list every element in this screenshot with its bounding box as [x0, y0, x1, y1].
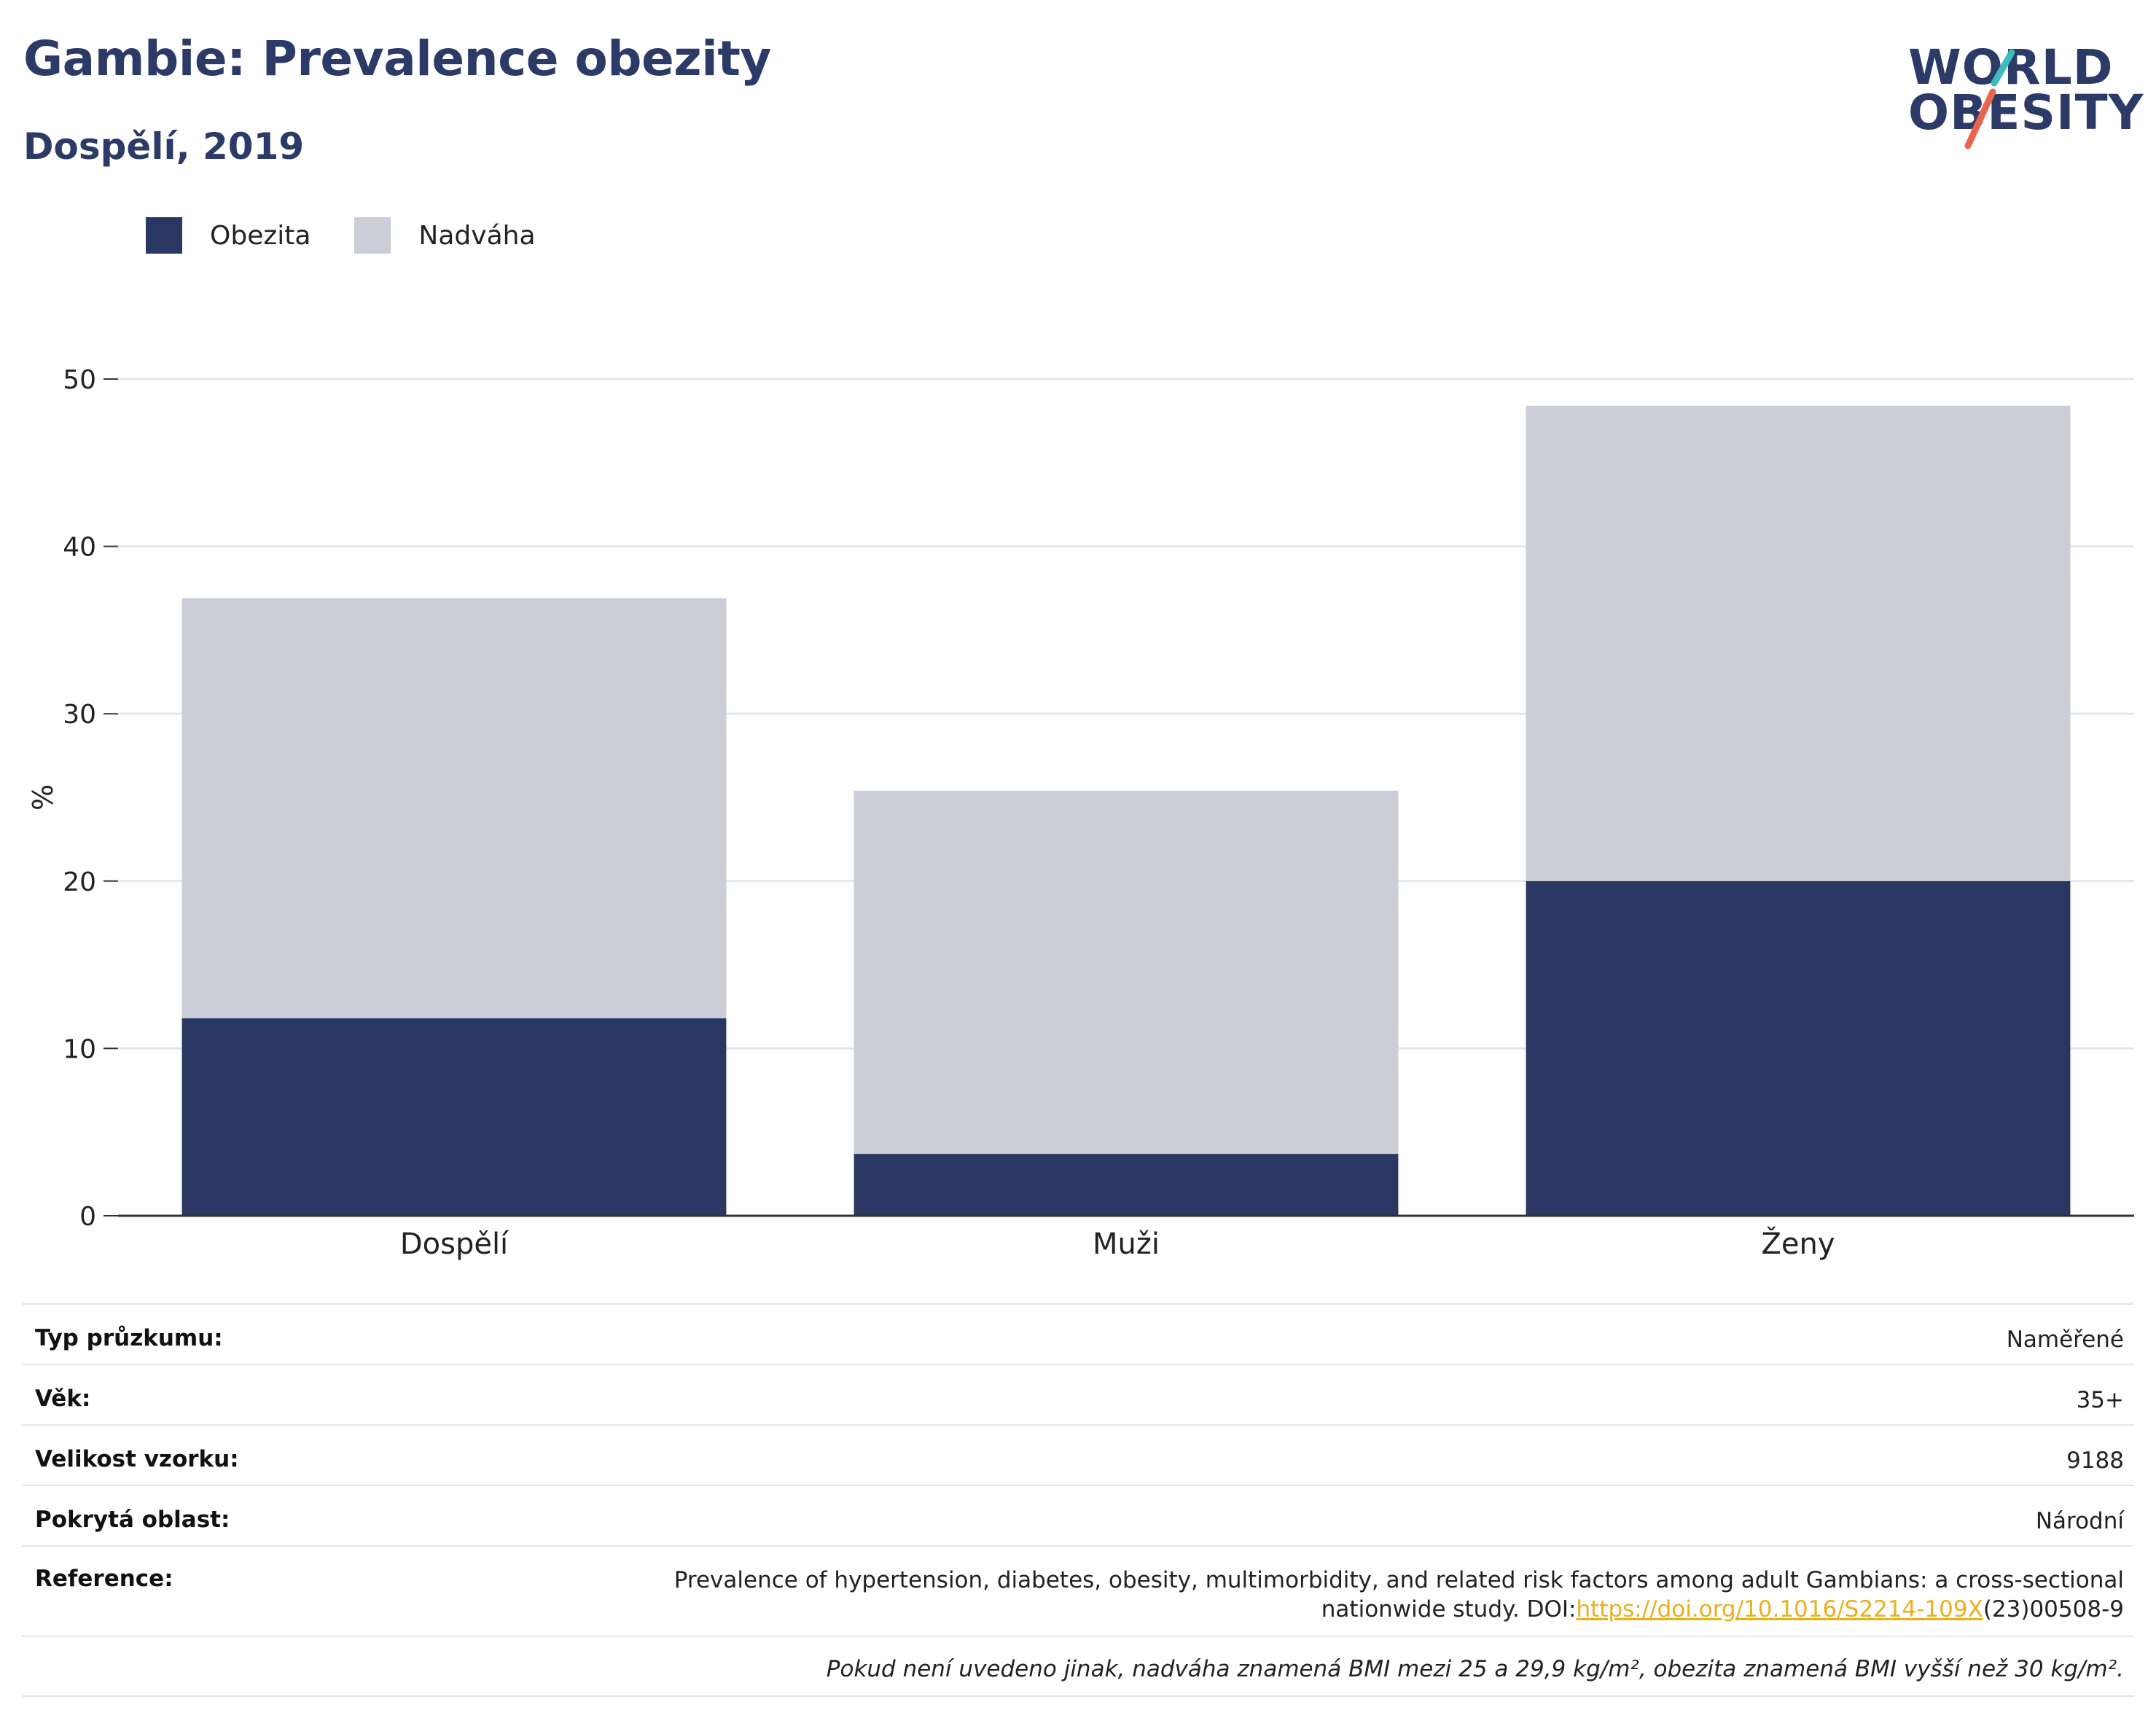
- x-tick-label: Muži: [1093, 1227, 1160, 1261]
- footnote-row: Pokud není uvedeno jinak, nadváha znamen…: [22, 1636, 2134, 1697]
- info-label: Věk:: [35, 1386, 91, 1412]
- bmi-footnote: Pokud není uvedeno jinak, nadváha znamen…: [826, 1656, 2124, 1682]
- page-title: Gambie: Prevalence obezity: [23, 31, 771, 87]
- y-axis-label: %: [27, 784, 59, 811]
- info-row-coverage: Pokrytá oblast: Národní: [22, 1485, 2134, 1545]
- info-label: Velikost vzorku:: [35, 1446, 239, 1472]
- info-label: Typ průzkumu:: [35, 1325, 223, 1351]
- bar-obezita-2: [1526, 880, 2071, 1216]
- info-row-age: Věk: 35+: [22, 1364, 2134, 1424]
- survey-info-table: Typ průzkumu: Naměřené Věk: 35+ Velikost…: [22, 1303, 2134, 1697]
- info-row-survey-type: Typ průzkumu: Naměřené: [22, 1303, 2134, 1364]
- y-tick-label: 40: [63, 533, 96, 563]
- info-value: Naměřené: [2006, 1327, 2124, 1353]
- page-subtitle: Dospělí, 2019: [23, 125, 305, 168]
- info-value: Národní: [2035, 1508, 2124, 1534]
- legend-label-overweight: Nadváha: [418, 220, 536, 251]
- bar-chart: 0 10 20 30 40 50% Dospělí Muži Ženy: [27, 365, 2134, 1261]
- info-row-sample-size: Velikost vzorku: 9188: [22, 1424, 2134, 1485]
- legend-item-obesity[interactable]: Obezita: [146, 217, 310, 254]
- legend-label-obesity: Obezita: [210, 220, 311, 251]
- legend-swatch-overweight: [354, 217, 391, 254]
- bar-obezita-0: [181, 1018, 727, 1216]
- reference-text: Prevalence of hypertension, diabetes, ob…: [593, 1566, 2124, 1624]
- y-tick-label: 0: [79, 1202, 96, 1232]
- x-tick-label: Dospělí: [400, 1227, 509, 1261]
- doi-link[interactable]: https://doi.org/10.1016/S2214-109X: [1576, 1596, 1983, 1622]
- logo-word-obesity: OBESITY: [1908, 85, 2144, 141]
- reference-line-2-prefix: nationwide study. DOI:: [1321, 1596, 1577, 1622]
- info-label: Pokrytá oblast:: [35, 1507, 230, 1533]
- doi-suffix: (23)00508-9: [1983, 1596, 2124, 1622]
- info-label: Reference:: [35, 1566, 173, 1592]
- chart-legend: Obezita Nadváha: [146, 217, 579, 254]
- bar-nadváha-0: [181, 598, 727, 1019]
- world-obesity-logo: WORLD OBESITY: [1902, 29, 2143, 153]
- y-tick-label: 30: [63, 700, 96, 730]
- info-value: 9188: [2066, 1448, 2124, 1474]
- legend-item-overweight[interactable]: Nadváha: [354, 217, 536, 254]
- legend-swatch-obesity: [146, 217, 182, 254]
- bar-nadváha-1: [854, 790, 1399, 1155]
- logo-slash-icon: [1964, 49, 2015, 149]
- info-row-reference: Reference: Prevalence of hypertension, d…: [22, 1545, 2134, 1636]
- x-tick-label: Ženy: [1761, 1226, 1835, 1261]
- reference-line-1: Prevalence of hypertension, diabetes, ob…: [673, 1567, 2124, 1593]
- info-value: 35+: [2076, 1387, 2124, 1413]
- y-tick-label: 20: [63, 867, 96, 897]
- y-tick-label: 50: [63, 365, 96, 395]
- bar-nadváha-2: [1526, 405, 2071, 881]
- y-tick-label: 10: [63, 1034, 96, 1064]
- bar-obezita-1: [854, 1154, 1399, 1216]
